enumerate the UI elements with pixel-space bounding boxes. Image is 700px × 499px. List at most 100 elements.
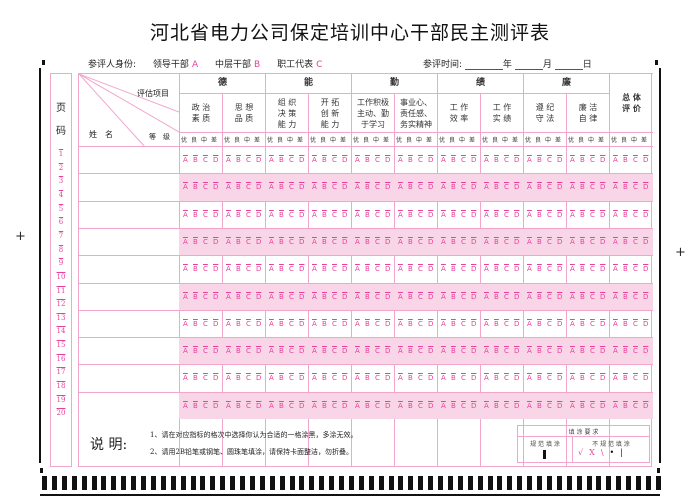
answer-bubble-a[interactable]: A bbox=[183, 292, 188, 301]
page-code-bubble[interactable]: 6 bbox=[58, 218, 64, 227]
name-field[interactable] bbox=[79, 337, 179, 364]
answer-bubble-b[interactable]: B bbox=[451, 210, 456, 219]
answer-bubble-d[interactable]: D bbox=[213, 374, 219, 383]
answer-bubble-c[interactable]: C bbox=[418, 319, 423, 328]
answer-bubble-d[interactable]: D bbox=[643, 237, 649, 246]
answer-bubble-a[interactable]: A bbox=[527, 156, 532, 164]
answer-bubble-b[interactable]: B bbox=[537, 156, 542, 164]
answer-bubble-d[interactable]: D bbox=[643, 156, 649, 164]
page-code-bubble[interactable]: 19 bbox=[56, 395, 66, 404]
answer-bubble-a[interactable]: A bbox=[484, 265, 489, 274]
answer-bubble-b[interactable]: B bbox=[236, 210, 241, 219]
answer-bubble-b[interactable]: B bbox=[623, 237, 628, 246]
answer-bubble-b[interactable]: B bbox=[236, 237, 241, 246]
answer-bubble-d[interactable]: D bbox=[514, 156, 520, 164]
answer-bubble-d[interactable]: D bbox=[256, 347, 262, 356]
answer-bubble-d[interactable]: D bbox=[643, 183, 649, 192]
answer-bubble-b[interactable]: B bbox=[580, 292, 585, 301]
answer-bubble-b[interactable]: B bbox=[279, 292, 284, 301]
answer-bubble-b[interactable]: B bbox=[408, 237, 413, 246]
answer-bubble-a[interactable]: A bbox=[527, 265, 532, 274]
answer-bubble-a[interactable]: A bbox=[441, 401, 446, 410]
answer-bubble-a[interactable]: A bbox=[527, 347, 532, 356]
answer-bubble-a[interactable]: A bbox=[527, 237, 532, 246]
answer-bubble-d[interactable]: D bbox=[342, 265, 348, 274]
answer-bubble-d[interactable]: D bbox=[471, 237, 477, 246]
answer-bubble-b[interactable]: B bbox=[408, 210, 413, 219]
answer-bubble-c[interactable]: C bbox=[203, 156, 208, 164]
answer-bubble-a[interactable]: A bbox=[527, 401, 532, 410]
answer-bubble-d[interactable]: D bbox=[643, 265, 649, 274]
answer-bubble-c[interactable]: C bbox=[332, 292, 337, 301]
answer-bubble-d[interactable]: D bbox=[471, 347, 477, 356]
answer-bubble-a[interactable]: A bbox=[355, 319, 360, 328]
answer-bubble-c[interactable]: C bbox=[418, 265, 423, 274]
answer-bubble-c[interactable]: C bbox=[547, 183, 552, 192]
page-code-bubble[interactable]: 10 bbox=[56, 272, 66, 281]
answer-bubble-a[interactable]: A bbox=[441, 347, 446, 356]
answer-bubble-c[interactable]: C bbox=[289, 401, 294, 410]
answer-bubble-a[interactable]: A bbox=[613, 183, 618, 192]
answer-bubble-a[interactable]: A bbox=[355, 401, 360, 410]
answer-bubble-a[interactable]: A bbox=[269, 374, 274, 383]
answer-bubble-a[interactable]: A bbox=[183, 156, 188, 164]
answer-bubble-c[interactable]: C bbox=[375, 292, 380, 301]
answer-bubble-a[interactable]: A bbox=[613, 265, 618, 274]
answer-bubble-d[interactable]: D bbox=[299, 265, 305, 274]
answer-bubble-c[interactable]: C bbox=[332, 156, 337, 164]
answer-bubble-c[interactable]: C bbox=[633, 156, 638, 164]
answer-bubble-b[interactable]: B bbox=[408, 265, 413, 274]
answer-bubble-b[interactable]: B bbox=[322, 183, 327, 192]
answer-bubble-b[interactable]: B bbox=[279, 319, 284, 328]
answer-bubble-c[interactable]: C bbox=[332, 265, 337, 274]
answer-bubble-b[interactable]: B bbox=[322, 156, 327, 164]
name-field[interactable] bbox=[79, 309, 179, 337]
page-code-bubble[interactable]: 16 bbox=[56, 354, 66, 363]
answer-bubble-b[interactable]: B bbox=[537, 237, 542, 246]
answer-bubble-d[interactable]: D bbox=[643, 210, 649, 219]
answer-bubble-b[interactable]: B bbox=[623, 401, 628, 410]
answer-bubble-c[interactable]: C bbox=[289, 237, 294, 246]
answer-bubble-b[interactable]: B bbox=[408, 374, 413, 383]
answer-bubble-b[interactable]: B bbox=[193, 374, 198, 383]
answer-bubble-a[interactable]: A bbox=[570, 210, 575, 219]
answer-bubble-c[interactable]: C bbox=[461, 401, 466, 410]
answer-bubble-a[interactable]: A bbox=[226, 347, 231, 356]
answer-bubble-d[interactable]: D bbox=[514, 183, 520, 192]
page-code-bubble[interactable]: 18 bbox=[56, 382, 66, 391]
answer-bubble-b[interactable]: B bbox=[322, 237, 327, 246]
identity-middle-bubble[interactable]: B bbox=[254, 60, 261, 70]
answer-bubble-d[interactable]: D bbox=[428, 183, 434, 192]
answer-bubble-d[interactable]: D bbox=[557, 292, 563, 301]
answer-bubble-a[interactable]: A bbox=[613, 210, 618, 219]
answer-bubble-d[interactable]: D bbox=[643, 374, 649, 383]
answer-bubble-a[interactable]: A bbox=[441, 292, 446, 301]
answer-bubble-b[interactable]: B bbox=[580, 401, 585, 410]
answer-bubble-b[interactable]: B bbox=[408, 292, 413, 301]
answer-bubble-a[interactable]: A bbox=[355, 265, 360, 274]
answer-bubble-b[interactable]: B bbox=[279, 374, 284, 383]
name-field[interactable] bbox=[79, 227, 179, 255]
month-field[interactable] bbox=[514, 60, 543, 70]
page-code-bubble[interactable]: 20 bbox=[56, 409, 66, 418]
answer-bubble-d[interactable]: D bbox=[342, 292, 348, 301]
answer-bubble-d[interactable]: D bbox=[385, 156, 391, 164]
name-field[interactable] bbox=[79, 200, 179, 228]
name-field[interactable] bbox=[79, 173, 179, 200]
answer-bubble-c[interactable]: C bbox=[332, 374, 337, 383]
answer-bubble-b[interactable]: B bbox=[451, 319, 456, 328]
answer-bubble-d[interactable]: D bbox=[557, 237, 563, 246]
answer-bubble-b[interactable]: B bbox=[408, 347, 413, 356]
answer-bubble-d[interactable]: D bbox=[600, 347, 606, 356]
answer-bubble-a[interactable]: A bbox=[570, 374, 575, 383]
answer-bubble-a[interactable]: A bbox=[484, 374, 489, 383]
answer-bubble-d[interactable]: D bbox=[342, 319, 348, 328]
answer-bubble-c[interactable]: C bbox=[375, 347, 380, 356]
answer-bubble-a[interactable]: A bbox=[484, 401, 489, 410]
answer-bubble-d[interactable]: D bbox=[600, 183, 606, 192]
page-code-bubble[interactable]: 15 bbox=[56, 341, 66, 350]
answer-bubble-c[interactable]: C bbox=[289, 374, 294, 383]
identity-staff-bubble[interactable]: C bbox=[316, 60, 323, 70]
answer-bubble-a[interactable]: A bbox=[570, 265, 575, 274]
answer-bubble-d[interactable]: D bbox=[213, 156, 219, 164]
